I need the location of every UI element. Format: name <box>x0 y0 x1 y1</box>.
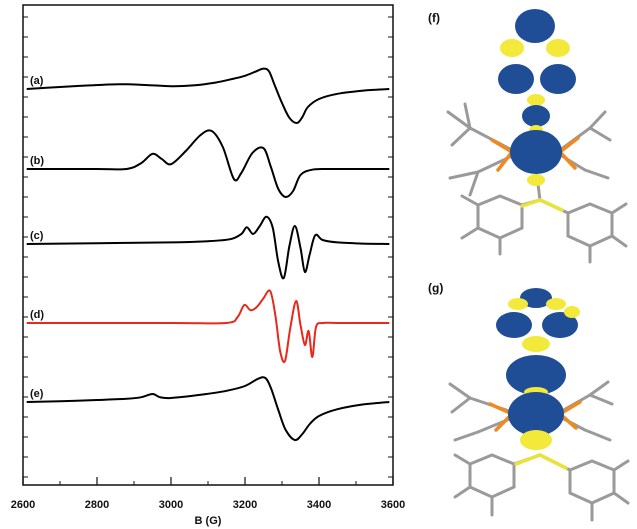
x-tick-label: 3000 <box>159 499 183 511</box>
molecule-panel-f: (f) <box>428 9 628 264</box>
x-tick-label: 3600 <box>381 499 405 511</box>
x-tick-label: 2600 <box>11 499 35 511</box>
spectrum-trace-c <box>26 215 390 280</box>
trace-label-e: (e) <box>30 388 44 400</box>
x-axis-title: B (G) <box>195 515 222 527</box>
plot-frame <box>22 4 394 486</box>
molecule-panel-g: (g) <box>428 281 630 522</box>
epr-chart: 2600 2800 3000 3200 3400 3600 (a) (b) (c) (d) (e)… <box>11 4 405 527</box>
molecule-g-sulfur <box>514 453 568 470</box>
trace-label-d: (d) <box>30 309 44 321</box>
spectrum-traces <box>26 67 390 442</box>
spectrum-trace-b <box>26 129 390 199</box>
x-tick-label: 3400 <box>307 499 331 511</box>
spectrum-trace-d <box>26 289 390 364</box>
trace-label-c: (c) <box>30 230 44 242</box>
x-tick-labels: 2600 2800 3000 3200 3400 3600 <box>11 499 405 511</box>
right-axis-ticks <box>388 16 393 478</box>
panel-label-g: (g) <box>428 281 443 295</box>
trace-labels: (a) (b) (c) (d) (e) <box>30 75 44 400</box>
panel-label-f: (f) <box>428 11 440 25</box>
molecule-g-orbital-lobes <box>496 288 580 450</box>
x-tick-label: 3200 <box>233 499 257 511</box>
spectrum-trace-e <box>26 376 390 442</box>
trace-label-a: (a) <box>30 75 44 87</box>
molecule-f-phosphorus <box>490 136 580 172</box>
molecule-f-orbital-lobes <box>498 9 576 186</box>
left-axis-ticks <box>23 16 28 478</box>
x-axis-ticks <box>22 477 394 485</box>
molecule-f-sulfur <box>520 198 564 212</box>
spectrum-trace-a <box>26 67 390 124</box>
x-tick-label: 2800 <box>85 499 109 511</box>
trace-label-b: (b) <box>30 155 44 167</box>
